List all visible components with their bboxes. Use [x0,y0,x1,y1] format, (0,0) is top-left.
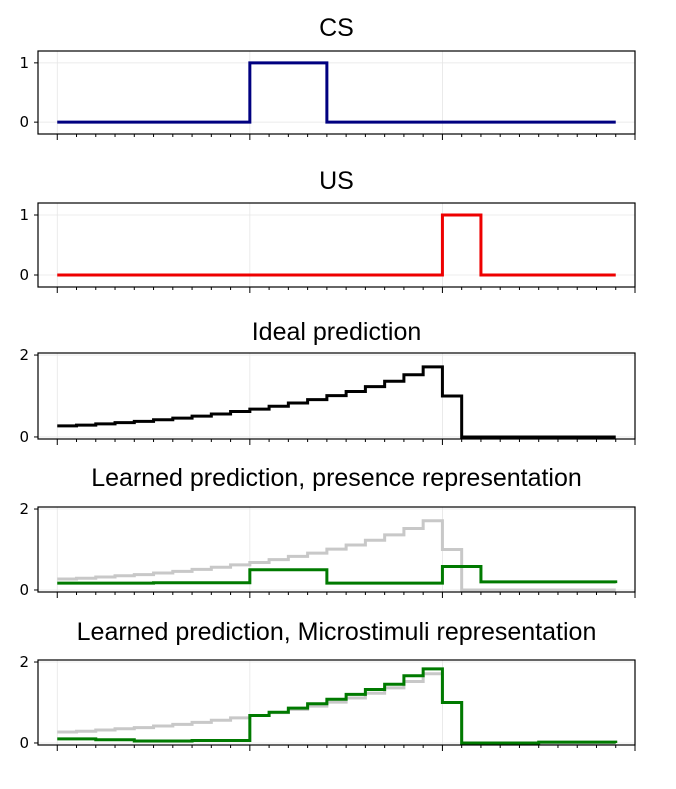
series-line-1 [57,365,616,439]
y-tick-label: 1 [19,54,29,72]
axes-frame [37,50,636,135]
axes-frame [37,352,636,440]
y-tick-label: 0 [19,428,29,446]
axes-frame [37,506,636,593]
panel-title: CS [319,14,354,42]
series-line-1 [57,61,616,124]
panel-title: Ideal prediction [252,318,422,346]
series-line-2 [57,565,618,585]
series-line-2 [57,667,618,745]
axes-frame [37,659,636,746]
panel-3: Ideal prediction 0 2 [19,318,636,446]
panel-5: Learned prediction, Microstimuli represe… [19,618,636,752]
y-tick-label: 0 [19,266,29,284]
y-tick-label: 2 [19,653,29,671]
panel-title: US [319,167,354,195]
panel-2: US 0 1 [19,167,636,293]
panel-title: Learned prediction, presence representat… [91,464,582,492]
axes-frame [37,202,636,288]
y-tick-label: 0 [19,581,29,599]
panel-4: Learned prediction, presence representat… [19,464,636,599]
y-tick-label: 0 [19,734,29,752]
y-tick-label: 2 [19,500,29,518]
series-line-1 [57,213,616,277]
y-tick-label: 0 [19,113,29,131]
panel-1: CS 0 1 [19,14,636,140]
panel-title: Learned prediction, Microstimuli represe… [77,618,597,646]
series-line-1 [57,519,616,592]
series-line-1 [57,672,616,745]
y-tick-label: 1 [19,206,29,224]
y-tick-label: 2 [19,346,29,364]
